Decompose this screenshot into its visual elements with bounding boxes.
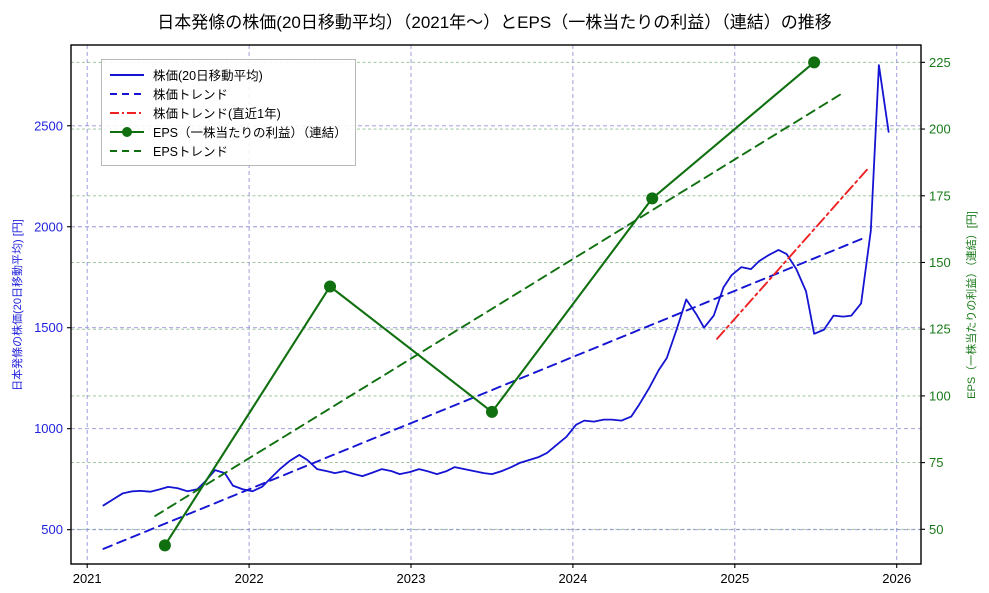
legend-item: 株価(20日移動平均) bbox=[108, 65, 347, 84]
legend-item: 株価トレンド bbox=[108, 84, 347, 103]
legend-swatch bbox=[110, 92, 144, 95]
legend-item-label: EPSトレンド bbox=[153, 145, 229, 159]
svg-text:125: 125 bbox=[929, 322, 951, 337]
legend-item-label: 株価(20日移動平均) bbox=[153, 69, 263, 83]
svg-text:75: 75 bbox=[929, 455, 943, 470]
svg-text:2025: 2025 bbox=[720, 571, 749, 586]
legend-swatch bbox=[110, 73, 144, 76]
legend-swatch bbox=[110, 126, 144, 137]
svg-text:225: 225 bbox=[929, 55, 951, 70]
chart-title: 日本発條の株価(20日移動平均）（2021年〜）とEPS（一株当たりの利益）（連… bbox=[157, 13, 832, 32]
legend-item-label: 株価トレンド(直近1年) bbox=[153, 107, 281, 121]
svg-text:500: 500 bbox=[41, 522, 63, 537]
legend-item-label: EPS（一株当たりの利益）（連結） bbox=[153, 126, 347, 140]
svg-text:2026: 2026 bbox=[882, 571, 911, 586]
legend-swatch bbox=[110, 149, 144, 152]
svg-text:2023: 2023 bbox=[397, 571, 426, 586]
svg-text:1000: 1000 bbox=[34, 421, 63, 436]
chart-legend: 株価(20日移動平均) 株価トレンド株価トレンド(直近1年) EPS（一株当たりの利… bbox=[101, 59, 356, 166]
svg-text:175: 175 bbox=[929, 188, 951, 203]
y-axis-right-label: EPS（一株当たりの利益）（連結）[円] bbox=[966, 210, 978, 399]
svg-text:200: 200 bbox=[929, 122, 951, 137]
svg-text:1500: 1500 bbox=[34, 320, 63, 335]
svg-text:100: 100 bbox=[929, 388, 951, 403]
svg-text:2024: 2024 bbox=[558, 571, 587, 586]
legend-item-label: 株価トレンド bbox=[153, 88, 229, 102]
legend-item: 株価トレンド(直近1年) bbox=[108, 103, 347, 122]
legend-item: EPS（一株当たりの利益）（連結） bbox=[108, 122, 347, 141]
y-axis-left-label: 日本発條の株価(20日移動平均) [円] bbox=[12, 218, 24, 391]
svg-text:2500: 2500 bbox=[34, 118, 63, 133]
svg-text:150: 150 bbox=[929, 255, 951, 270]
svg-text:2021: 2021 bbox=[73, 571, 102, 586]
svg-text:2000: 2000 bbox=[34, 219, 63, 234]
svg-text:50: 50 bbox=[929, 522, 943, 537]
svg-text:2022: 2022 bbox=[235, 571, 264, 586]
legend-item: EPSトレンド bbox=[108, 141, 347, 160]
legend-swatch bbox=[110, 111, 144, 114]
